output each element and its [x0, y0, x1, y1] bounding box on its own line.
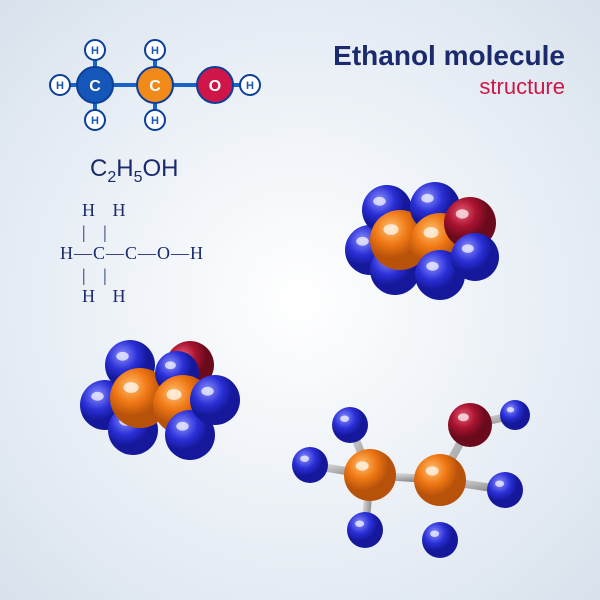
sphere-H	[332, 407, 368, 443]
sphere-H	[487, 472, 523, 508]
svg-text:H: H	[91, 45, 99, 57]
ball-stick	[292, 400, 530, 558]
sphere-O	[448, 403, 492, 447]
flat-diagram: C C O H H H H H H	[50, 40, 260, 130]
space-fill-2	[80, 340, 240, 460]
svg-text:O: O	[209, 78, 221, 95]
diagram-canvas: C C O H H H H H H	[0, 0, 600, 600]
svg-text:H: H	[151, 115, 159, 127]
sphere-H	[422, 522, 458, 558]
sphere-C	[344, 449, 396, 501]
sphere-H	[347, 512, 383, 548]
svg-text:H: H	[246, 80, 254, 92]
space-fill-1	[345, 182, 499, 300]
svg-text:H: H	[151, 45, 159, 57]
sphere-H	[451, 233, 499, 281]
svg-text:C: C	[89, 78, 101, 95]
sphere-H	[190, 375, 240, 425]
sphere-H	[292, 447, 328, 483]
models-3d	[80, 182, 530, 558]
svg-text:H: H	[56, 80, 64, 92]
svg-text:C: C	[149, 78, 161, 95]
sphere-H	[500, 400, 530, 430]
svg-text:H: H	[91, 115, 99, 127]
sphere-C	[414, 454, 466, 506]
